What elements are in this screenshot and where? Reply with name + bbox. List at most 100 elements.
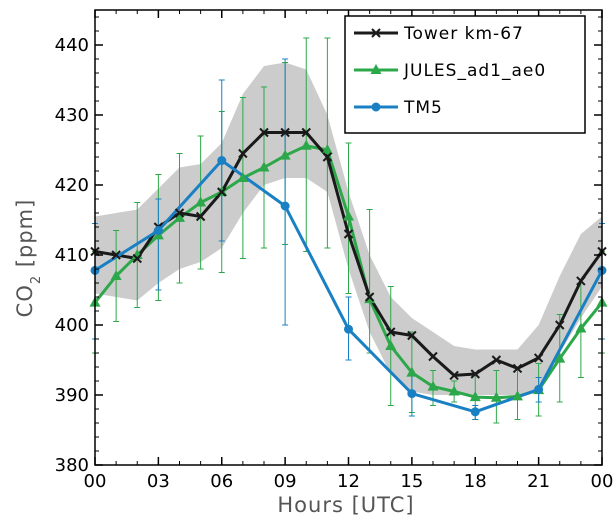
jules-ad1-ae0-point [237,172,249,182]
legend-marker-tower-km-67-stroke-b [371,28,381,38]
y-tick-label: 400 [55,315,89,336]
x-tick-label: 21 [527,471,550,492]
tower-km-67-point-stroke-b [364,292,375,302]
jules-ad1-ae0-point [343,210,354,221]
tm5-error-bar [282,58,289,326]
jules-ad1-ae0-point [300,139,312,150]
tower-km-67-point [195,211,206,222]
tm5-point [344,324,353,334]
tower-km-67-point [217,187,227,197]
tower-km-67-point-stroke-b [132,253,142,264]
x-tick-label: 12 [337,471,360,492]
tower-km-67-point [386,327,396,337]
tower-km-67-point-stroke-b [259,127,269,138]
tm5-point [470,407,480,417]
tower-km-67-point [111,250,121,260]
y-axis-title-subscript: 2 [29,275,44,284]
tower-km-67-point [407,330,417,341]
jules-ad1-ae0-point [512,390,523,401]
tower-km-67-point-stroke-b [449,370,459,381]
tower-km-67-point-stroke-b [217,187,227,197]
tower-km-67-point-stroke-b [470,369,480,379]
jules-ad1-ae0-error-bar [324,37,331,249]
jules-ad1-ae0-point [110,270,122,280]
tm5-point [153,226,163,235]
tm5-error-bar [155,198,162,291]
legend-label-tm5: TM5 [403,98,443,118]
tm5-point [534,384,544,394]
y-tick-label: 410 [55,245,89,266]
tower-km-67-point [449,370,459,381]
tower-km-67-point-stroke-b [555,320,565,330]
tower-km-67-point-stroke-b [491,355,502,365]
jules-ad1-ae0-point [258,161,270,172]
tower-km-67-point-stroke-b [576,276,586,286]
tower-km-67-point-stroke-b [174,208,185,218]
tower-km-67-point-stroke-b [238,148,248,159]
tower-km-67-point [259,127,269,138]
tower-km-67-point [512,363,523,374]
tower-km-67-point [533,353,544,363]
x-tick-label: 00 [591,471,614,492]
jules-ad1-ae0-point [448,385,460,396]
legend-box [344,15,586,134]
jules-ad1-ae0-point [195,196,207,207]
legend-label-tower-km-67: Tower km-67 [403,24,524,44]
tm5-point [407,389,417,399]
jules-ad1-ae0-point [575,322,587,333]
jules-ad1-ae0-point [469,391,481,402]
tower-km-67-point [322,152,333,162]
tower-km-67-point-stroke-b [343,229,354,239]
tower-km-67-point [343,229,354,239]
tower-km-67-point-stroke-b [407,330,417,341]
jules-ad1-ae0-point [490,391,502,402]
x-tick-label: 06 [210,471,233,492]
tower-km-67-point [301,127,311,138]
tower-km-67-point-stroke-b [280,127,290,138]
legend-entry-tm5: TM5 [354,98,443,118]
tower-km-67-point [238,148,248,159]
legend-label-jules-ad1-ae0: JULES_ad1_ae0 [403,61,546,81]
jules-ad1-ae0-point [174,211,185,222]
tm5-point [217,156,227,165]
x-tick-label: 09 [274,471,297,492]
y-tick-label: 440 [55,35,89,56]
jules-ad1-ae0-point [554,352,566,363]
jules-ad1-ae0-point [427,380,439,391]
legend-marker-tower-km-67 [371,28,381,38]
jules-ad1-ae0-point [406,366,418,377]
jules-ad1-ae0-point [385,340,397,350]
series-markers-layer [89,127,608,417]
tower-km-67-point-stroke-b [322,152,333,162]
y-axis-title-unit: [ppm] [13,199,37,275]
x-tick-label: 03 [147,471,170,492]
tower-km-67-point [132,253,142,264]
tower-km-67-point-stroke-b [533,353,544,363]
tower-km-67-point [174,208,185,218]
x-tick-label: 00 [84,471,107,492]
jules-ad1-ae0-point [321,144,333,154]
tower-km-67-point-stroke-b [111,250,121,260]
tm5-point [280,201,290,211]
tower-km-67-point [428,351,438,362]
tower-km-67-point-stroke-b [386,327,396,337]
y-axis-title: CO2 [ppm] [13,199,44,318]
legend-entry-jules-ad1-ae0: JULES_ad1_ae0 [354,61,546,81]
legend-marker-tm5 [371,102,381,112]
legend: Tower km-67 JULES_ad1_ae0 TM5 [344,15,586,134]
y-tick-label: 420 [55,175,89,196]
tower-km-67-point [364,292,375,302]
y-tick-label: 390 [55,385,89,406]
legend-entry-tower-km-67: Tower km-67 [354,24,524,44]
legend-marker-jules-ad1-ae0 [370,64,382,74]
x-axis-title: Hours [UTC] [277,493,414,517]
tower-km-67-point-stroke-b [512,363,523,374]
y-tick-label: 430 [55,105,89,126]
tower-km-67-point-stroke-b [428,351,438,362]
y-axis-title-main: CO [13,284,37,317]
x-tick-label: 18 [464,471,487,492]
x-tick-label: 15 [400,471,423,492]
tower-km-67-point [491,355,502,365]
tower-km-67-point-stroke-b [301,127,311,138]
